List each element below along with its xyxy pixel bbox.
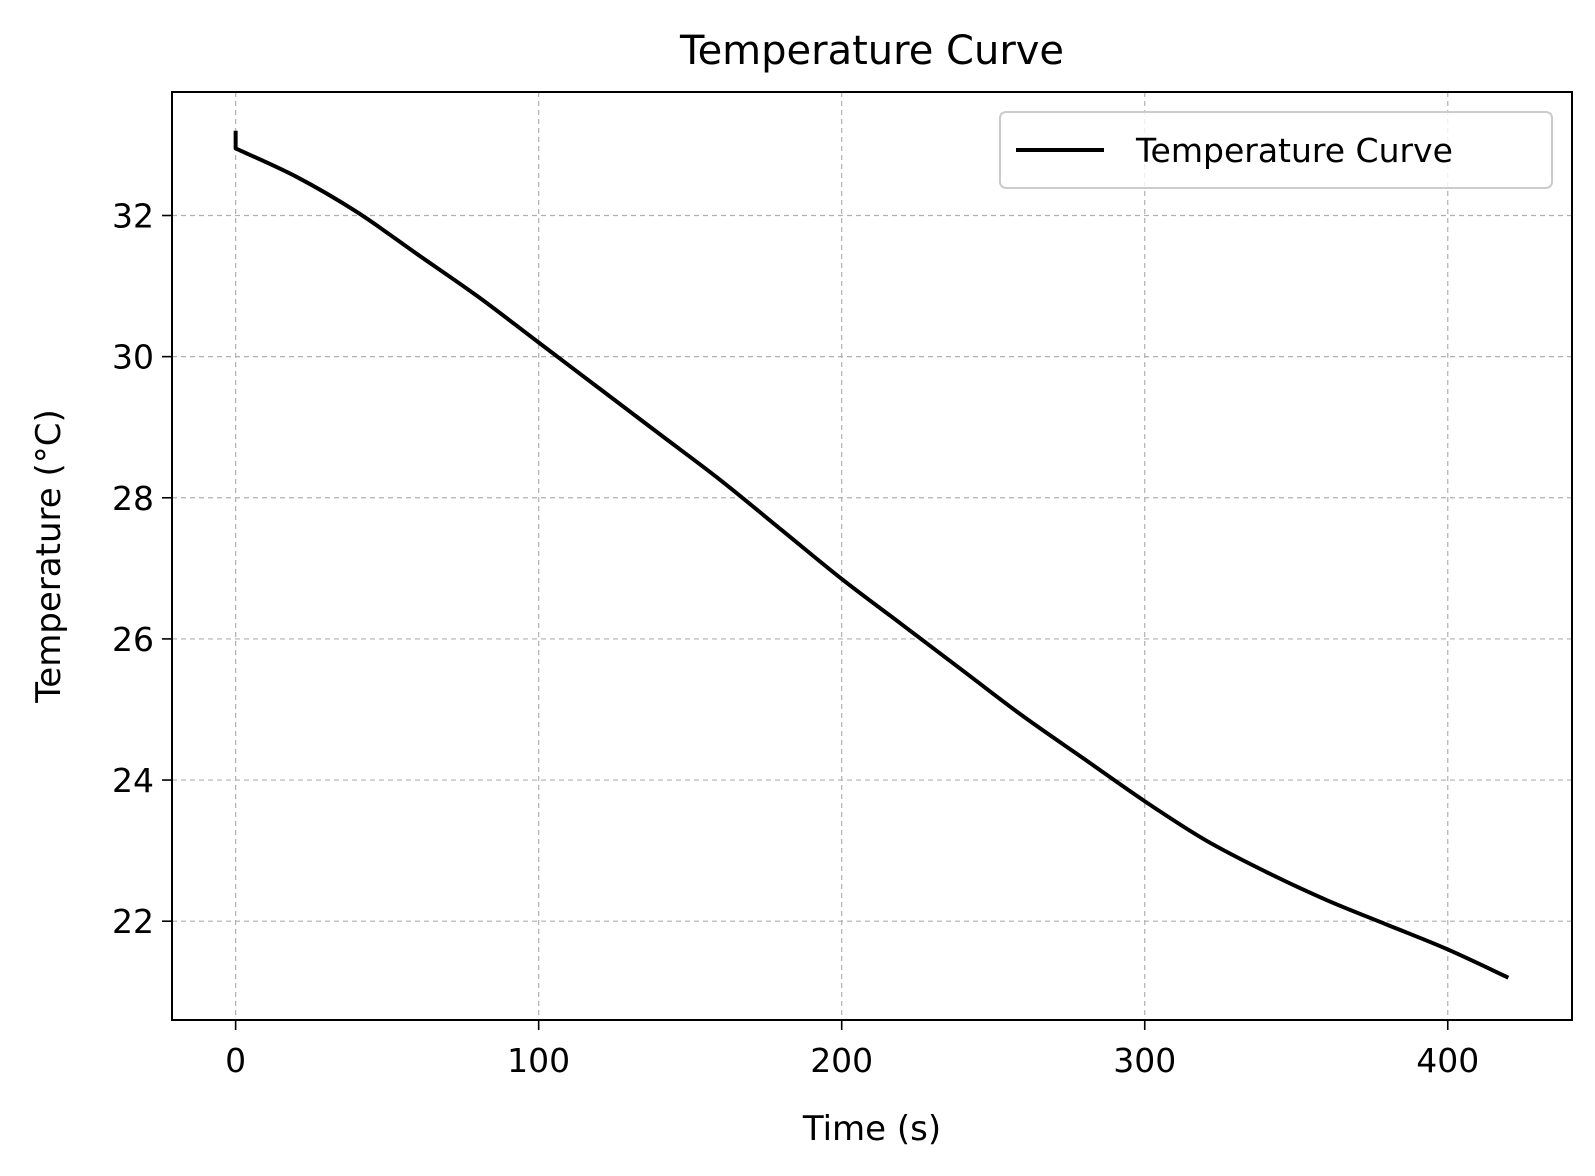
x-tick-label-100: 100	[507, 1041, 570, 1080]
series-line-temperature-curve	[233, 130, 1510, 980]
series-layer	[233, 130, 1510, 980]
grid	[172, 92, 1572, 1020]
x-tick-label-0: 0	[225, 1041, 246, 1080]
y-tick-label-24: 24	[112, 761, 154, 800]
legend: Temperature Curve	[999, 111, 1553, 189]
ticks: 0 100 200 300 400 22 24 26 28 30 32	[112, 196, 1479, 1080]
x-tick-label-400: 400	[1416, 1041, 1479, 1080]
x-axis-label: Time (s)	[802, 1109, 941, 1149]
x-tick-label-200: 200	[810, 1041, 873, 1080]
y-tick-label-32: 32	[112, 196, 154, 235]
plot-frame	[171, 91, 1573, 1021]
legend-label-temperature-curve: Temperature Curve	[1135, 131, 1453, 170]
y-tick-label-26: 26	[112, 620, 154, 659]
y-tick-label-30: 30	[112, 338, 154, 377]
y-tick-label-28: 28	[112, 479, 154, 518]
y-tick-label-22: 22	[112, 902, 154, 941]
legend-box	[999, 111, 1553, 189]
y-axis-label: Temperature (°C)	[29, 409, 69, 703]
chart-title: Temperature Curve	[679, 28, 1064, 74]
x-tick-label-300: 300	[1113, 1041, 1176, 1080]
